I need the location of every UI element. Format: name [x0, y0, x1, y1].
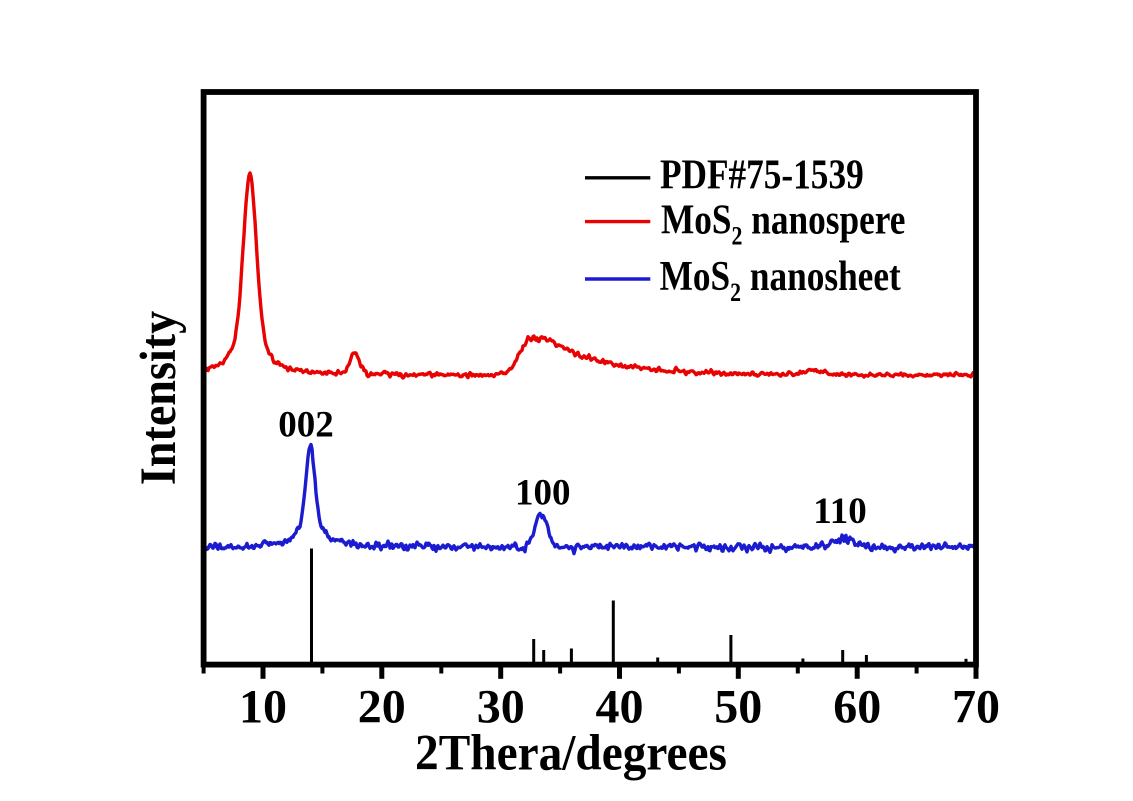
svg-text:MoS2 nanosheet: MoS2 nanosheet	[660, 253, 901, 307]
svg-text:70: 70	[952, 681, 1000, 734]
svg-text:002: 002	[278, 405, 334, 446]
svg-text:2Thera/degrees: 2Thera/degrees	[415, 724, 727, 781]
svg-text:40: 40	[596, 681, 644, 734]
svg-text:MoS2 nanospere: MoS2 nanospere	[661, 197, 905, 251]
svg-text:20: 20	[358, 681, 406, 734]
svg-text:100: 100	[515, 473, 571, 514]
svg-text:PDF#75-1539: PDF#75-1539	[660, 151, 864, 198]
svg-text:Intensity: Intensity	[130, 311, 187, 485]
svg-text:110: 110	[813, 491, 866, 532]
svg-text:50: 50	[714, 681, 762, 734]
svg-text:30: 30	[477, 681, 525, 734]
svg-text:10: 10	[239, 681, 287, 734]
svg-text:60: 60	[833, 681, 881, 734]
